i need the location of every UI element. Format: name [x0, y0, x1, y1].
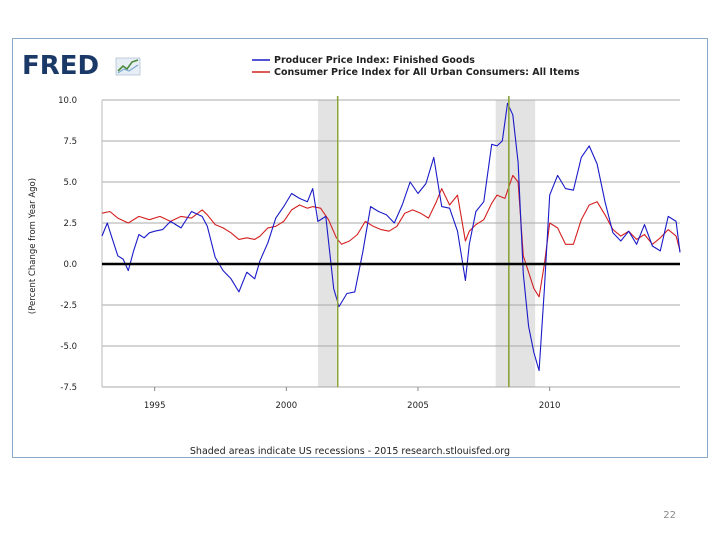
- x-tick-label: 2005: [407, 401, 429, 411]
- chart-trend-icon: [115, 57, 141, 76]
- y-tick-label: -2.5: [60, 301, 77, 311]
- legend: Producer Price Index: Finished Goods Con…: [252, 55, 580, 78]
- footnote: Shaded areas indicate US recessions - 20…: [190, 446, 510, 457]
- x-tick-label: 2000: [276, 401, 298, 411]
- plot-area: 10.0 7.5 5.0 2.5 0.0 -2.5 -5.0 -7.5 1995 2000 200…: [58, 96, 681, 411]
- recession-band-0: [317, 100, 337, 387]
- legend-label-ppi: Producer Price Index: Finished Goods: [274, 55, 475, 66]
- recession-band-1: [495, 100, 536, 387]
- y-tick-label: 0.0: [63, 260, 77, 270]
- y-tick-label: 10.0: [58, 96, 77, 106]
- legend-label-cpi: Consumer Price Index for All Urban Consu…: [274, 67, 580, 78]
- y-tick-label: 2.5: [63, 219, 77, 229]
- y-tick-label: -7.5: [60, 383, 77, 393]
- fred-chart: FRED Producer Price Index: Finished Good…: [22, 51, 681, 457]
- y-tick-label: -5.0: [60, 342, 77, 352]
- page-number: 22: [663, 510, 676, 521]
- y-tick-label: 5.0: [63, 178, 77, 188]
- fred-logo: FRED: [22, 51, 141, 81]
- fred-logo-text: FRED: [22, 51, 99, 81]
- x-tick-label: 1995: [144, 401, 166, 411]
- y-axis-title: (Percent Change from Year Ago): [28, 178, 38, 314]
- series-line-cpi: [101, 174, 681, 298]
- y-tick-label: 7.5: [63, 137, 77, 147]
- x-tick-label: 2010: [539, 401, 561, 411]
- series-line-ppi: [101, 102, 681, 372]
- chart-frame: [12, 38, 708, 458]
